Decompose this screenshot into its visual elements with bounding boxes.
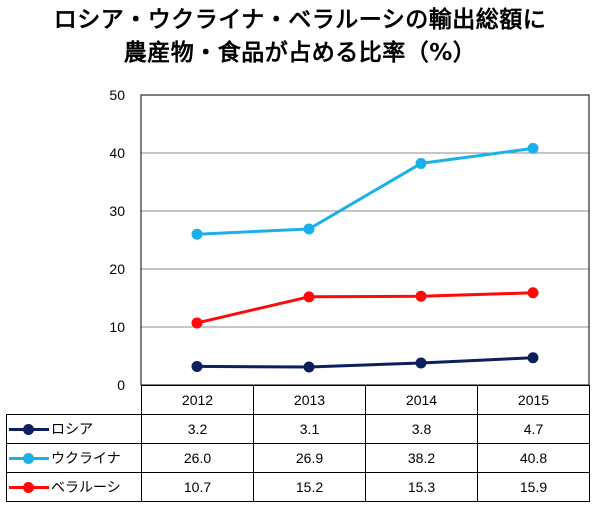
- table-cell: 26.9: [253, 443, 366, 473]
- data-point: [415, 290, 427, 302]
- data-table: 2012 2013 2014 2015 ロシア 3.2 3.1 3.8 4.7 ウクライナ 26.0…: [6, 385, 590, 502]
- chart-title: ロシア・ウクライナ・ベラルーシの輸出総額に 農産物・食品が占める比率（%）: [0, 4, 600, 70]
- series-name: ベラルーシ: [51, 480, 121, 496]
- table-header-row: 2012 2013 2014 2015: [6, 385, 590, 415]
- y-tick-label: 30: [109, 203, 125, 219]
- series-line-0: [196, 356, 534, 369]
- data-point: [415, 357, 427, 369]
- table-row: ロシア 3.2 3.1 3.8 4.7: [6, 414, 590, 444]
- table-cell: 26.0: [141, 443, 254, 473]
- series-points: [191, 142, 539, 373]
- legend-entry: ベラルーシ: [6, 472, 142, 502]
- y-tick-label: 0: [117, 377, 125, 393]
- data-point: [415, 157, 427, 169]
- category-label: 2012: [141, 385, 254, 415]
- y-tick-label: 50: [109, 87, 125, 103]
- y-axis-ticks: 0 10 20 30 40 50: [109, 87, 125, 393]
- table-row: ベラルーシ 10.7 15.2 15.3 15.9: [6, 472, 590, 502]
- legend-entry: ウクライナ: [6, 443, 142, 473]
- data-point: [191, 317, 203, 329]
- data-point: [191, 360, 203, 372]
- table-cell: 15.3: [365, 472, 478, 502]
- y-tick-label: 10: [109, 319, 125, 335]
- y-tick-label: 20: [109, 261, 125, 277]
- chart-title-line-2: 農産物・食品が占める比率（%）: [123, 40, 477, 66]
- table-cell: 3.2: [141, 414, 254, 444]
- table-cell: 4.7: [477, 414, 590, 444]
- table-corner: [6, 385, 142, 415]
- legend-entry: ロシア: [6, 414, 142, 444]
- table-cell: 3.1: [253, 414, 366, 444]
- plot-frame: [140, 94, 590, 386]
- data-point: [303, 361, 315, 373]
- table-row: ウクライナ 26.0 26.9 38.2 40.8: [6, 443, 590, 473]
- table-cell: 3.8: [365, 414, 478, 444]
- series-name: ロシア: [51, 422, 93, 438]
- table-cell: 15.2: [253, 472, 366, 502]
- legend-key-icon: [9, 482, 49, 494]
- series-line-1: [196, 146, 534, 236]
- series-line-2: [196, 291, 534, 325]
- data-point: [303, 223, 315, 235]
- chart-title-line-1: ロシア・ウクライナ・ベラルーシの輸出総額に: [53, 7, 547, 33]
- data-point: [303, 291, 315, 303]
- plot-area-border: [140, 94, 590, 386]
- series-lines: [196, 146, 534, 369]
- table-cell: 40.8: [477, 443, 590, 473]
- data-point: [527, 352, 539, 364]
- legend-key-icon: [9, 424, 49, 436]
- y-tick-label: 40: [109, 145, 125, 161]
- legend-key-icon: [9, 453, 49, 465]
- category-label: 2015: [477, 385, 590, 415]
- data-point: [527, 142, 539, 154]
- table-cell: 10.7: [141, 472, 254, 502]
- table-cell: 15.9: [477, 472, 590, 502]
- data-point: [191, 228, 203, 240]
- data-point: [527, 287, 539, 299]
- series-name: ウクライナ: [51, 451, 121, 467]
- category-label: 2013: [253, 385, 366, 415]
- category-label: 2014: [365, 385, 478, 415]
- table-cell: 38.2: [365, 443, 478, 473]
